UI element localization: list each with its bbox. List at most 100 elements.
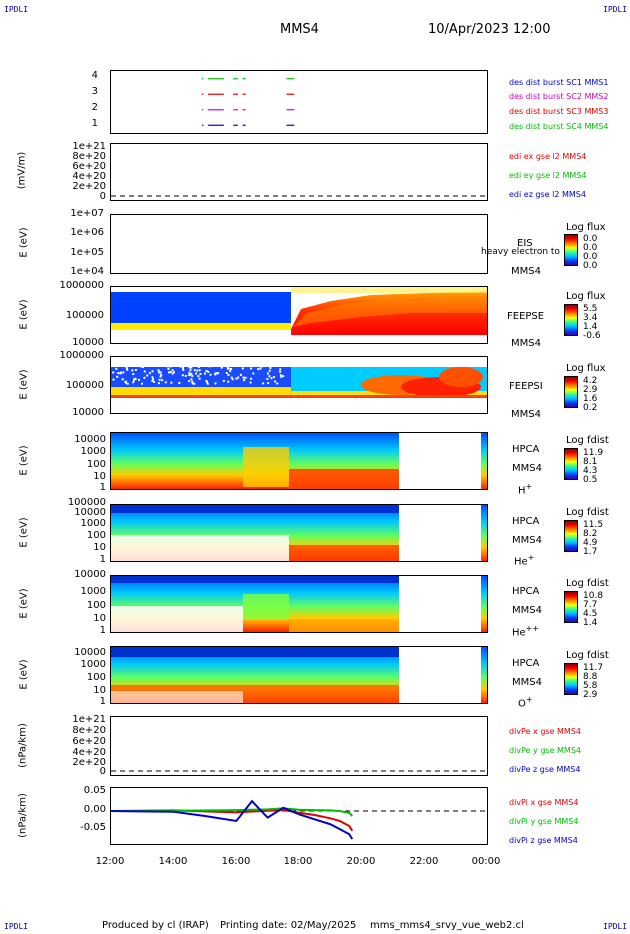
hpca-o-ylabel: E (eV) (18, 659, 30, 690)
burst-ytick-2: 2 (91, 102, 98, 113)
edi-legend-y: edi ey gse l2 MMS4 (509, 171, 587, 180)
hpca-he-ytick-5: 1 (99, 554, 106, 565)
xtick-1800: 18:00 (283, 856, 313, 867)
feepsi-cb-val-3: 0.2 (583, 403, 598, 413)
hpca-he-cb-val-2: 4.9 (583, 538, 598, 548)
hpca-o-ytick-3: 10 (93, 685, 106, 696)
datetime-title: 10/Apr/2023 12:00 (428, 22, 551, 37)
hpca-he-ytick-4: 10 (93, 542, 106, 553)
burst-legend-mms4: des dist burst SC4 MMS4 (509, 122, 609, 131)
corner-label-top-right: IPDLI (603, 5, 628, 14)
hpca-hepp-spectrogram (111, 576, 487, 632)
feepsi-cb-val-0: 4.2 (583, 376, 598, 386)
hpca-hepp-instrument-label: HPCA (512, 586, 540, 597)
hpca-h-instrument-label: HPCA (512, 444, 540, 455)
hpca-hepp-empty-region (111, 606, 243, 632)
hpca-hepp-ytick-1: 1000 (80, 586, 106, 597)
divpe-legend-z: divPe z gse MMS4 (509, 765, 581, 774)
divpi-ytick-0: 0.05 (83, 785, 106, 796)
feepse-instrument-label: FEEPSE (507, 311, 545, 322)
eis-colorbar (564, 234, 578, 266)
burst-legend-mms2: des dist burst SC2 MMS2 (509, 92, 609, 101)
feepsi-colorbar (564, 376, 578, 408)
feepse-cb-val-2: 1.4 (583, 322, 598, 332)
burst-ytick-3: 3 (91, 86, 98, 97)
hpca-he-colorbar-title: Log fdist (566, 507, 609, 518)
hpca-h-spacecraft-label: MMS4 (512, 463, 542, 474)
feepse-ytick-0: 1000000 (59, 280, 104, 291)
hpca-hepp-colorbar (564, 591, 578, 623)
hpca-hepp-cb-val-2: 4.5 (583, 609, 598, 619)
feepse-colorbar-title: Log flux (566, 291, 606, 302)
hpca-h-colorbar (564, 448, 578, 480)
xtick-0000: 00:00 (471, 856, 501, 867)
hpca-hepp-ytick-4: 1 (99, 625, 106, 636)
hpca-hepp-ytick-2: 100 (86, 600, 106, 611)
divpi-ytick-2: -0.05 (80, 822, 106, 833)
hpca-o-cb-val-1: 8.8 (583, 672, 598, 682)
hpca-h-species-name: H (518, 485, 526, 497)
eis-colorbar-title: Log flux (566, 222, 606, 233)
burst-panel (110, 70, 488, 134)
hpca-o-spectrogram (111, 647, 487, 703)
eis-panel (110, 214, 488, 274)
xtick-2000: 20:00 (346, 856, 376, 867)
hpca-he-ytick-1: 10000 (74, 507, 106, 518)
hpca-o-species-charge: + (525, 695, 533, 704)
edi-ytick-5: 0 (99, 191, 106, 202)
hpca-hepp-spacecraft-label: MMS4 (512, 605, 542, 616)
hpca-hepp-species-charge: ++ (525, 624, 540, 633)
hpca-h-cb-val-3: 0.5 (583, 475, 598, 485)
divpi-legend-x: divPi x gse MMS4 (509, 798, 579, 807)
hpca-o-sparse-region (111, 691, 243, 703)
hpca-he-instrument-label: HPCA (512, 516, 540, 527)
hpca-he-colorbar (564, 520, 578, 552)
feepsi-ytick-2: 10000 (72, 407, 104, 418)
hpca-o-ytick-2: 100 (86, 672, 106, 683)
edi-ytick-1: 8e+20 (72, 151, 106, 162)
burst-legend-mms1: des dist burst SC1 MMS1 (509, 78, 609, 87)
feepse-low-energy-band (111, 323, 291, 330)
divpi-plot (111, 799, 487, 840)
hpca-h-colorbar-title: Log fdist (566, 435, 609, 446)
edi-legend-x: edi ex gse l2 MMS4 (509, 152, 587, 161)
corner-label-top-left: IPDLI (4, 5, 29, 14)
footer-produced-by: Produced by cl (IRAP) (102, 920, 209, 931)
feepse-ylabel: E (eV) (18, 299, 30, 330)
feepse-cb-val-1: 3.4 (583, 313, 598, 323)
hpca-he-species-charge: + (527, 553, 535, 562)
eis-cb-val-2: 0.0 (583, 252, 598, 262)
spacecraft-title: MMS4 (280, 22, 319, 37)
feepsi-instrument-label: FEEPSI (509, 381, 543, 392)
edi-panel (110, 143, 488, 201)
divpe-ytick-2: 6e+20 (72, 736, 106, 747)
hpca-h-cb-val-1: 8.1 (583, 457, 598, 467)
hpca-h-cb-val-0: 11.9 (583, 448, 604, 458)
edi-ytick-0: 1e+21 (72, 141, 106, 152)
feepsi-low-energy-band (111, 387, 487, 397)
burst-ytick-4: 4 (91, 70, 98, 81)
hpca-he-ylabel: E (eV) (18, 517, 30, 548)
feepsi-cb-val-1: 2.9 (583, 385, 598, 395)
feepse-cb-val-0: 5.5 (583, 304, 598, 314)
divpe-ytick-4: 2e+20 (72, 757, 106, 768)
hpca-hepp-species: He++ (512, 624, 539, 638)
hpca-hepp-ylabel: E (eV) (18, 588, 30, 619)
footer-printing-date: Printing date: 02/May/2025 (220, 920, 357, 931)
feepse-spectrogram (111, 287, 487, 343)
hpca-h-species-charge: + (525, 482, 533, 491)
hpca-o-spacecraft-label: MMS4 (512, 677, 542, 688)
edi-legend-z: edi ez gse l2 MMS4 (509, 190, 586, 199)
hpca-he-panel (110, 504, 488, 562)
eis-ytick-0: 1e+07 (70, 208, 104, 219)
divpe-ytick-0: 1e+21 (72, 714, 106, 725)
edi-ylabel: (mV/m) (16, 151, 28, 190)
feepse-ytick-2: 10000 (72, 337, 104, 348)
hpca-o-ytick-1: 1000 (80, 659, 106, 670)
hpca-o-instrument-label: HPCA (512, 658, 540, 669)
eis-ytick-3: 1e+04 (70, 266, 104, 277)
hpca-hepp-cb-val-0: 10.8 (583, 591, 604, 601)
feepsi-cb-val-2: 1.6 (583, 394, 598, 404)
hpca-h-cb-val-2: 4.3 (583, 466, 598, 476)
hpca-h-panel (110, 432, 488, 490)
